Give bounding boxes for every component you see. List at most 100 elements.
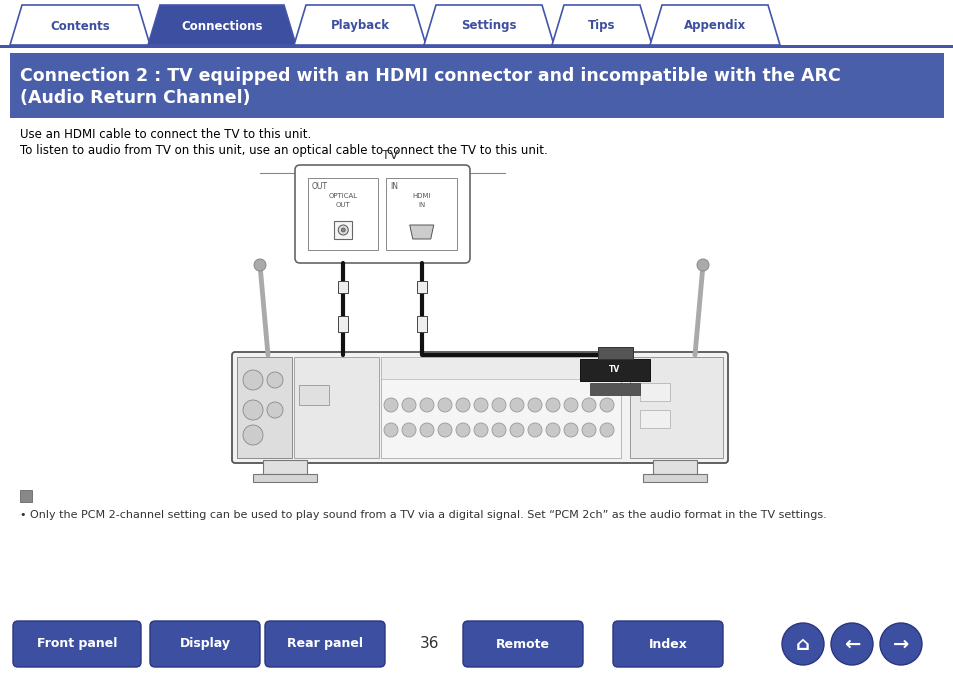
Circle shape	[243, 425, 263, 445]
Bar	[294, 357, 378, 458]
Text: Remote: Remote	[496, 637, 550, 651]
Circle shape	[384, 423, 397, 437]
Circle shape	[456, 423, 470, 437]
Circle shape	[456, 398, 470, 412]
Text: Front panel: Front panel	[37, 637, 117, 651]
Circle shape	[545, 423, 559, 437]
Polygon shape	[423, 5, 554, 45]
Bar	[253, 474, 316, 482]
Text: OUT: OUT	[335, 202, 351, 208]
Circle shape	[243, 400, 263, 420]
Bar	[598, 347, 633, 359]
Circle shape	[401, 423, 416, 437]
Circle shape	[341, 228, 345, 232]
Circle shape	[599, 423, 614, 437]
Circle shape	[563, 398, 578, 412]
Text: Connection 2 : TV equipped with an HDMI connector and incompatible with the ARC: Connection 2 : TV equipped with an HDMI …	[20, 67, 840, 85]
Bar	[639, 383, 669, 401]
Circle shape	[492, 423, 505, 437]
Circle shape	[419, 398, 434, 412]
Text: Connections: Connections	[181, 20, 262, 32]
Bar	[334, 221, 352, 239]
Bar	[652, 460, 697, 474]
Bar	[10, 53, 943, 118]
Circle shape	[879, 623, 921, 665]
Text: Contents: Contents	[51, 20, 110, 32]
Text: ←: ←	[842, 635, 860, 653]
Circle shape	[384, 398, 397, 412]
Circle shape	[267, 372, 283, 388]
Polygon shape	[649, 5, 780, 45]
Text: Playback: Playback	[330, 20, 389, 32]
Bar	[338, 316, 348, 332]
Bar	[589, 383, 639, 395]
Circle shape	[581, 423, 596, 437]
Text: To listen to audio from TV on this unit, use an optical cable to connect the TV : To listen to audio from TV on this unit,…	[20, 144, 547, 157]
Circle shape	[527, 423, 541, 437]
Text: Settings: Settings	[460, 20, 517, 32]
Circle shape	[243, 370, 263, 390]
Polygon shape	[10, 5, 150, 45]
Bar	[308, 178, 378, 250]
Text: 36: 36	[420, 637, 439, 651]
Text: IN: IN	[390, 182, 398, 191]
Circle shape	[545, 398, 559, 412]
Bar	[629, 357, 722, 458]
Circle shape	[253, 259, 266, 271]
Text: ⌂: ⌂	[795, 635, 809, 653]
Circle shape	[419, 423, 434, 437]
Text: (Audio Return Channel): (Audio Return Channel)	[20, 89, 251, 107]
Bar	[386, 178, 456, 250]
Circle shape	[401, 398, 416, 412]
Text: Index: Index	[648, 637, 687, 651]
FancyBboxPatch shape	[462, 621, 582, 667]
Text: OPTICAL: OPTICAL	[329, 193, 357, 199]
Circle shape	[527, 398, 541, 412]
Text: Rear panel: Rear panel	[287, 637, 363, 651]
Polygon shape	[410, 225, 434, 239]
Text: TV: TV	[609, 365, 620, 374]
Bar	[416, 281, 426, 293]
Bar	[642, 474, 706, 482]
Bar	[263, 460, 307, 474]
Text: IN: IN	[417, 202, 425, 208]
FancyBboxPatch shape	[265, 621, 385, 667]
Text: Appendix: Appendix	[683, 20, 745, 32]
Text: HDMI: HDMI	[412, 193, 431, 199]
Text: →: →	[892, 635, 908, 653]
Circle shape	[267, 402, 283, 418]
Circle shape	[338, 225, 348, 235]
Circle shape	[510, 423, 523, 437]
Polygon shape	[148, 5, 295, 45]
Polygon shape	[552, 5, 651, 45]
Circle shape	[781, 623, 823, 665]
Bar	[380, 357, 620, 379]
FancyBboxPatch shape	[613, 621, 722, 667]
Circle shape	[563, 423, 578, 437]
Bar	[639, 410, 669, 428]
Circle shape	[830, 623, 872, 665]
Circle shape	[492, 398, 505, 412]
Circle shape	[437, 423, 452, 437]
Polygon shape	[294, 5, 426, 45]
Circle shape	[510, 398, 523, 412]
Text: OUT: OUT	[312, 182, 328, 191]
Bar	[298, 385, 329, 405]
Circle shape	[474, 423, 488, 437]
Circle shape	[697, 259, 708, 271]
Circle shape	[599, 398, 614, 412]
FancyBboxPatch shape	[294, 165, 470, 263]
FancyBboxPatch shape	[232, 352, 727, 463]
Bar	[236, 357, 292, 458]
Bar	[0, 45, 953, 48]
Text: Tips: Tips	[588, 20, 615, 32]
FancyBboxPatch shape	[13, 621, 141, 667]
Text: Display: Display	[179, 637, 231, 651]
Bar	[416, 316, 426, 332]
FancyBboxPatch shape	[150, 621, 260, 667]
Text: TV: TV	[381, 149, 397, 162]
Circle shape	[437, 398, 452, 412]
Bar	[20, 490, 32, 502]
Text: Use an HDMI cable to connect the TV to this unit.: Use an HDMI cable to connect the TV to t…	[20, 128, 311, 141]
Circle shape	[474, 398, 488, 412]
